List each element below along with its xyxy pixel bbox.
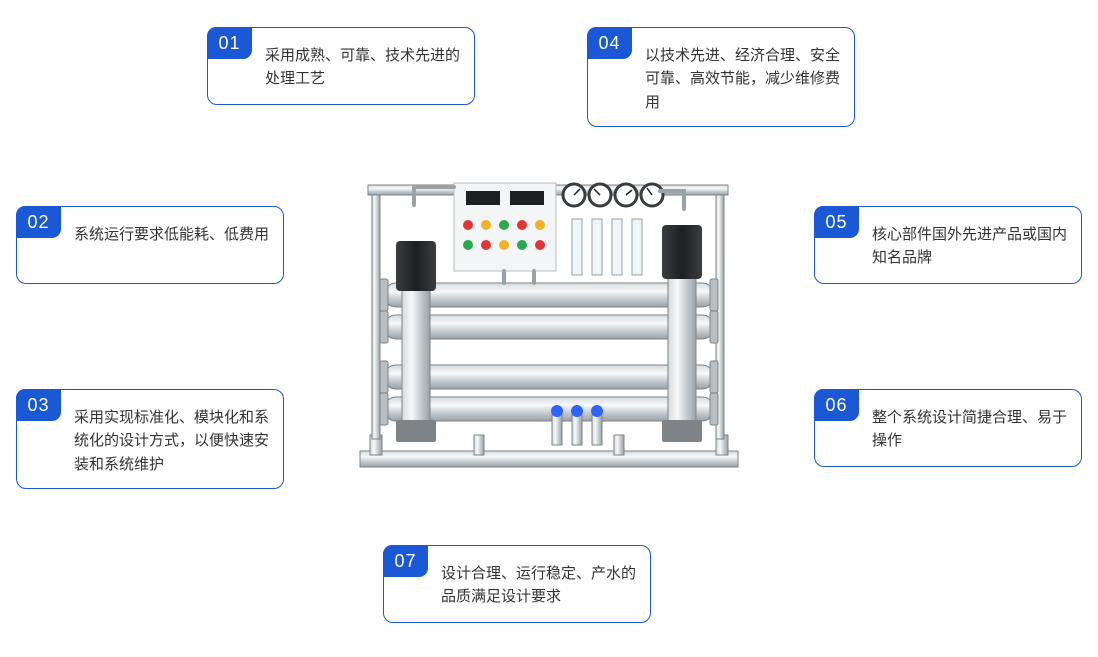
feature-text: 系统运行要求低能耗、低费用 — [74, 223, 269, 246]
feature-box-03: 03 采用实现标准化、模块化和系统化的设计方式，以便快速安装和系统维护 — [16, 389, 284, 489]
feature-box-06: 06 整个系统设计简捷合理、易于操作 — [814, 389, 1082, 467]
feature-text: 核心部件国外先进产品或国内知名品牌 — [872, 223, 1067, 270]
feature-number-badge: 07 — [383, 545, 428, 577]
feature-text: 采用实现标准化、模块化和系统化的设计方式，以便快速安装和系统维护 — [74, 406, 269, 476]
feature-text: 整个系统设计简捷合理、易于操作 — [872, 406, 1067, 453]
machine-illustration — [354, 165, 744, 475]
feature-number-badge: 04 — [587, 27, 632, 59]
feature-text: 设计合理、运行稳定、产水的品质满足设计要求 — [441, 562, 636, 609]
feature-text: 采用成熟、可靠、技术先进的处理工艺 — [265, 44, 460, 91]
feature-box-02: 02 系统运行要求低能耗、低费用 — [16, 206, 284, 284]
feature-text: 以技术先进、经济合理、安全可靠、高效节能，减少维修费用 — [645, 44, 840, 114]
feature-number-badge: 03 — [16, 389, 61, 421]
feature-box-01: 01 采用成熟、可靠、技术先进的处理工艺 — [207, 27, 475, 105]
feature-number-badge: 05 — [814, 206, 859, 238]
feature-box-05: 05 核心部件国外先进产品或国内知名品牌 — [814, 206, 1082, 284]
feature-box-07: 07 设计合理、运行稳定、产水的品质满足设计要求 — [383, 545, 651, 623]
feature-number-badge: 02 — [16, 206, 61, 238]
feature-number-badge: 01 — [207, 27, 252, 59]
feature-box-04: 04 以技术先进、经济合理、安全可靠、高效节能，减少维修费用 — [587, 27, 855, 127]
feature-number-badge: 06 — [814, 389, 859, 421]
machine-svg — [354, 165, 744, 475]
